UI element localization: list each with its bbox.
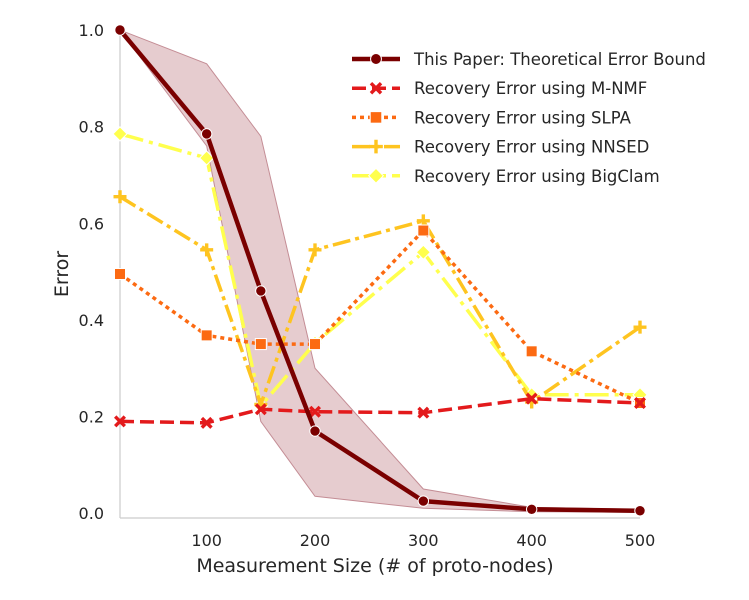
legend-item-recovery-error-using-m-nmf: Recovery Error using M-NMF	[352, 79, 647, 98]
legend-item-recovery-error-using-nnsed: Recovery Error using NNSED	[352, 138, 649, 157]
y-tick-label: 1.0	[79, 21, 104, 40]
data-point	[114, 268, 126, 280]
data-point	[254, 338, 267, 351]
x-tick-label: 500	[625, 531, 656, 550]
legend-label: This Paper: Theoretical Error Bound	[413, 50, 706, 69]
legend-label: Recovery Error using BigClam	[414, 167, 660, 186]
legend-swatch-marker	[369, 111, 383, 124]
x-tick-label: 400	[516, 531, 547, 550]
data-point	[200, 243, 214, 257]
legend: This Paper: Theoretical Error Bound Recov…	[352, 50, 706, 186]
data-point	[633, 397, 647, 410]
data-point	[308, 243, 322, 257]
legend-swatch-marker	[370, 53, 382, 65]
data-point	[112, 126, 128, 142]
legend-label: Recovery Error using M-NMF	[414, 79, 647, 98]
series-recovery-error-using-nnsed	[113, 190, 647, 411]
data-point	[114, 24, 126, 36]
tick-labels: 100 200 300 400 500 0.0 0.2 0.4 0.6 0.8 1.0	[79, 21, 656, 550]
data-point	[525, 345, 538, 358]
x-tick-label: 100	[191, 531, 222, 550]
legend-item-recovery-error-using-slpa: Recovery Error using SLPA	[352, 108, 632, 127]
series-recovery-error-using-slpa	[114, 224, 646, 410]
legend-label: Recovery Error using SLPA	[414, 108, 632, 127]
data-point	[113, 415, 127, 428]
y-tick-label: 0.2	[79, 408, 104, 427]
error-bound-band	[118, 28, 641, 513]
data-point	[417, 224, 430, 237]
legend-item-recovery-error-using-bigclam: Recovery Error using BigClam	[352, 167, 660, 186]
data-point	[309, 425, 321, 437]
data-point	[415, 244, 432, 260]
x-tick-label: 200	[300, 531, 331, 550]
series-layer	[112, 24, 648, 517]
legend-swatch-marker	[369, 81, 383, 95]
data-point	[200, 329, 213, 342]
data-point	[254, 403, 267, 416]
data-point	[525, 503, 538, 516]
y-tick-label: 0.8	[79, 118, 104, 137]
data-point	[308, 405, 322, 418]
y-tick-label: 0.0	[79, 504, 104, 523]
series-this-paper-theoretical-error-bound	[114, 24, 646, 517]
error-band-layer	[118, 28, 641, 513]
x-tick-label: 300	[408, 531, 439, 550]
legend-swatch-marker	[369, 139, 383, 154]
y-tick-label: 0.6	[79, 214, 104, 233]
legend-swatch-marker	[367, 167, 385, 184]
data-point	[634, 505, 646, 517]
data-point	[198, 150, 215, 166]
series-line	[119, 396, 641, 425]
y-axis-label: Error	[51, 251, 73, 298]
data-point	[525, 392, 538, 405]
data-point	[113, 190, 127, 204]
series-recovery-error-using-m-nmf	[113, 392, 647, 429]
legend-label: Recovery Error using NNSED	[414, 138, 649, 157]
x-axis-label: Measurement Size (# of proto-nodes)	[196, 555, 553, 577]
data-point	[200, 128, 213, 140]
data-point	[633, 320, 647, 334]
series-line	[118, 228, 641, 405]
data-point	[417, 495, 430, 507]
data-point	[309, 338, 321, 351]
legend-item-this-paper-theoretical-error-bound: This Paper: Theoretical Error Bound	[352, 50, 706, 69]
data-point	[417, 406, 430, 419]
data-point	[200, 416, 213, 429]
y-tick-label: 0.4	[79, 311, 104, 330]
series-line	[119, 195, 641, 407]
data-point	[255, 285, 267, 297]
